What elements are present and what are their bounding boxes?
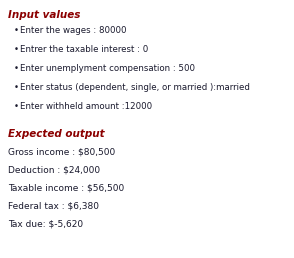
Text: Enter withheld amount :12000: Enter withheld amount :12000: [20, 102, 152, 111]
Text: •: •: [14, 64, 19, 73]
Text: •: •: [14, 102, 19, 111]
Text: •: •: [14, 83, 19, 92]
Text: •: •: [14, 45, 19, 54]
Text: Input values: Input values: [8, 10, 80, 20]
Text: Tax due: $-5,620: Tax due: $-5,620: [8, 219, 83, 228]
Text: Enter status (dependent, single, or married ):married: Enter status (dependent, single, or marr…: [20, 83, 250, 92]
Text: •: •: [14, 26, 19, 35]
Text: Deduction : $24,000: Deduction : $24,000: [8, 165, 100, 174]
Text: Entrer the taxable interest : 0: Entrer the taxable interest : 0: [20, 45, 148, 54]
Text: Expected output: Expected output: [8, 129, 105, 139]
Text: Enter the wages : 80000: Enter the wages : 80000: [20, 26, 126, 35]
Text: Gross income : $80,500: Gross income : $80,500: [8, 147, 115, 156]
Text: Federal tax : $6,380: Federal tax : $6,380: [8, 201, 99, 210]
Text: Enter unemplyment compensation : 500: Enter unemplyment compensation : 500: [20, 64, 195, 73]
Text: Taxable income : $56,500: Taxable income : $56,500: [8, 183, 124, 192]
